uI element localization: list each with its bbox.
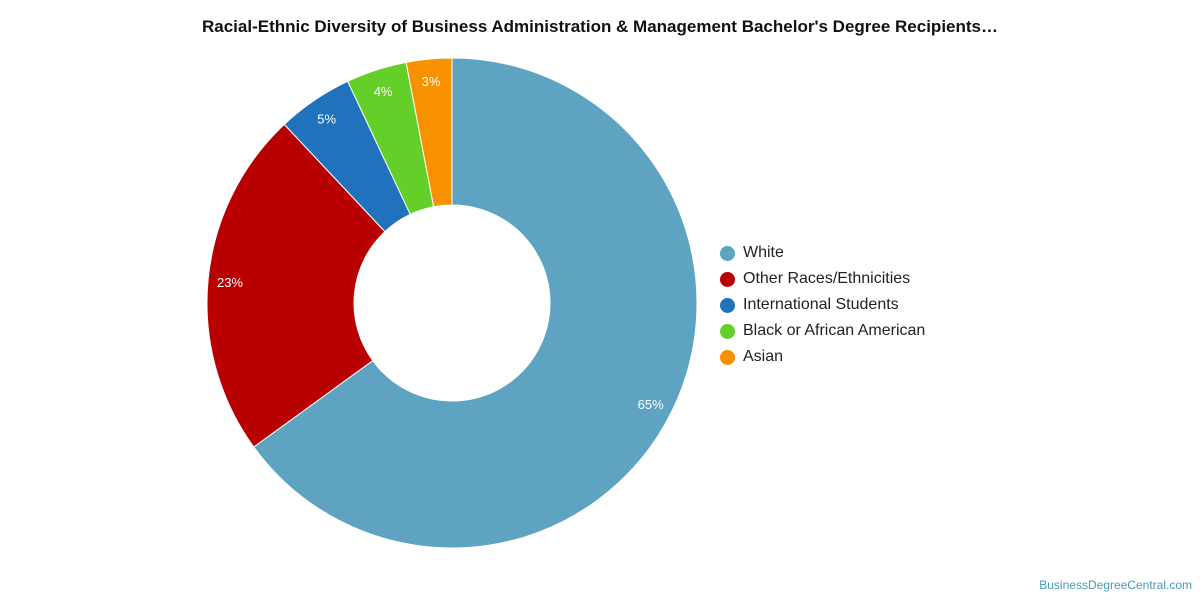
data-label: 23%: [217, 275, 243, 290]
legend-label: International Students: [743, 296, 899, 313]
legend-label: Black or African American: [743, 322, 926, 339]
legend-swatch: [720, 271, 735, 287]
legend-label: Other Races/Ethnicities: [743, 270, 911, 287]
legend-item[interactable]: Asian: [720, 344, 925, 370]
data-labels-group: 65% 23% 5% 4% 3%: [217, 74, 664, 412]
watermark[interactable]: BusinessDegreeCentral.com: [1039, 578, 1192, 592]
slice-asian[interactable]: [405, 57, 453, 208]
data-label: 4%: [374, 84, 393, 99]
slices-group: [206, 57, 698, 549]
legend-swatch: [720, 323, 735, 339]
slice-other-races-ethnicities[interactable]: [206, 123, 386, 448]
legend-item[interactable]: Black or African American: [720, 318, 925, 344]
data-label: 65%: [638, 397, 664, 412]
legend-swatch: [720, 297, 735, 313]
legend-swatch: [720, 245, 735, 261]
slice-white[interactable]: [253, 57, 698, 549]
legend-swatch: [720, 349, 735, 365]
legend: White Other Races/Ethnicities Internationa…: [720, 240, 925, 370]
chart-title: Racial-Ethnic Diversity of Business Admi…: [201, 17, 998, 36]
data-label: 3%: [422, 74, 441, 89]
legend-item[interactable]: White: [720, 240, 925, 266]
legend-label: Asian: [743, 348, 784, 365]
legend-label: White: [743, 244, 784, 261]
data-label: 5%: [317, 112, 336, 127]
legend-item[interactable]: Other Races/Ethnicities: [720, 266, 925, 292]
legend-item[interactable]: International Students: [720, 292, 925, 318]
